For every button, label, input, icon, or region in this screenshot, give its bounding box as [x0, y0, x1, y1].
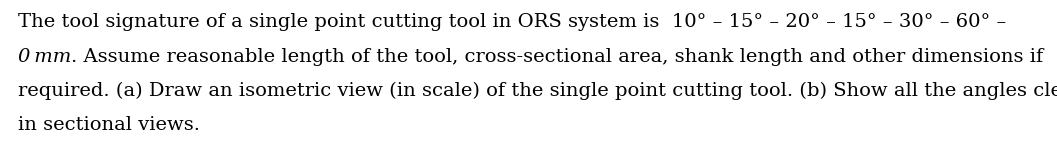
Text: . Assume reasonable length of the tool, cross-sectional area, shank length and o: . Assume reasonable length of the tool, … — [71, 48, 1043, 66]
Text: The tool signature of a single point cutting tool in ORS system is  10° – 15° – : The tool signature of a single point cut… — [18, 13, 1006, 31]
Text: required. (a) Draw an isometric view (in scale) of the single point cutting tool: required. (a) Draw an isometric view (in… — [18, 82, 1057, 100]
Text: in sectional views.: in sectional views. — [18, 117, 200, 135]
Text: 0 mm: 0 mm — [18, 48, 71, 66]
